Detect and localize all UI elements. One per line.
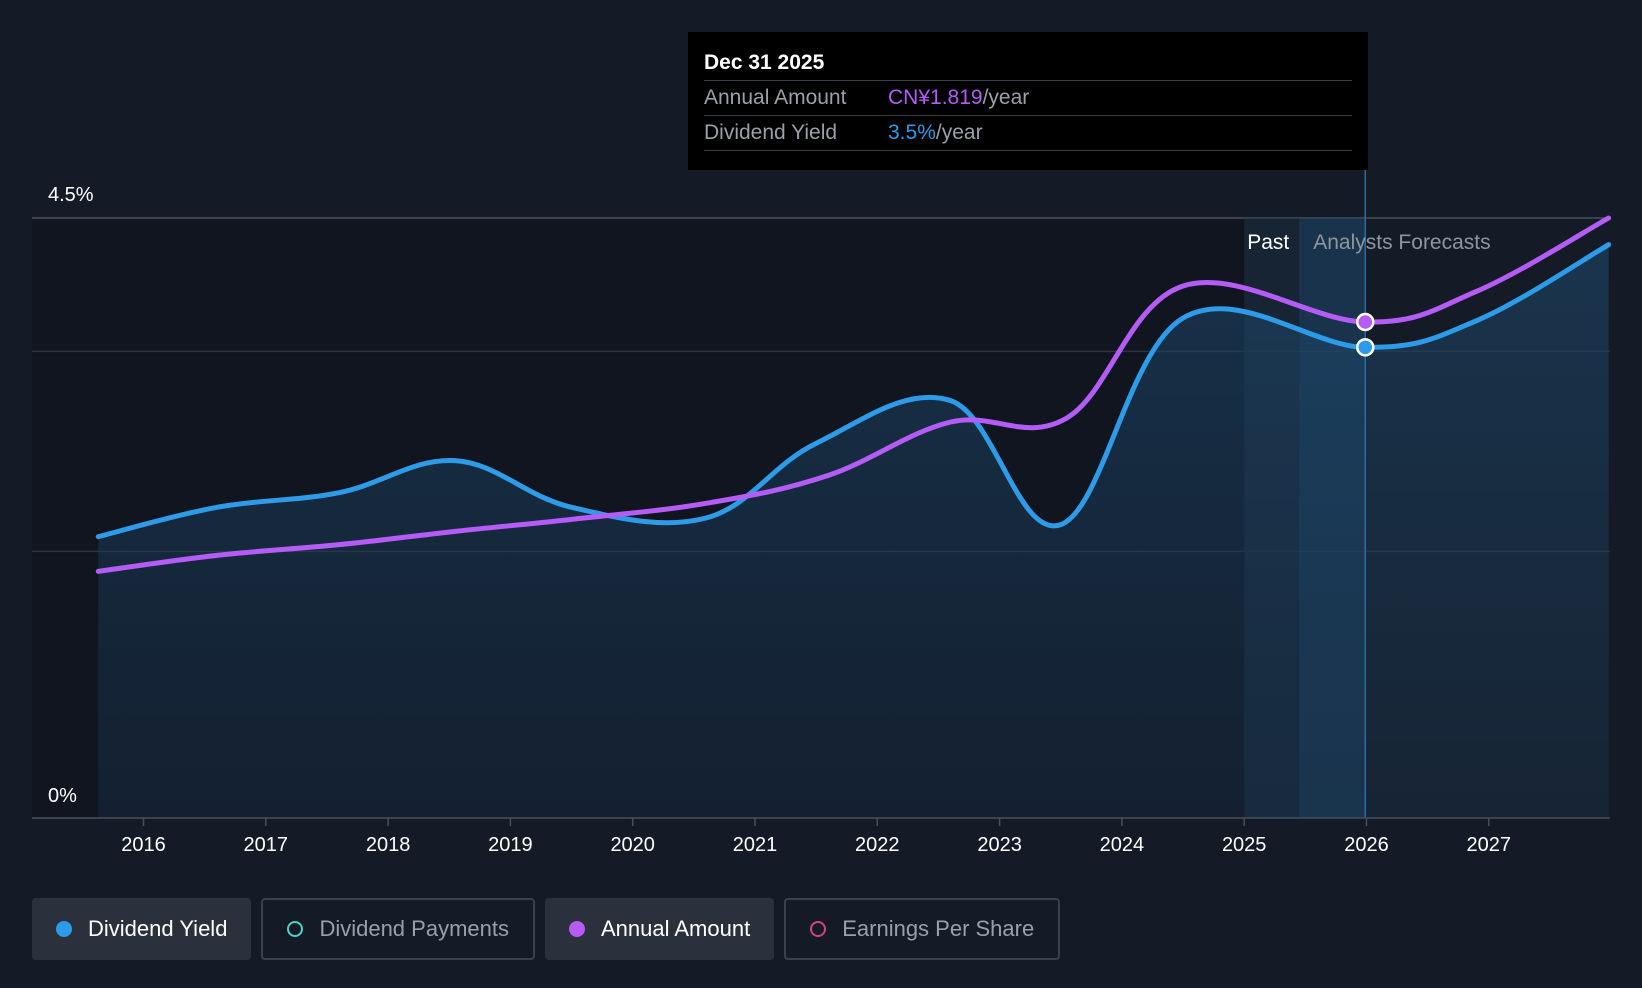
tooltip-date: Dec 31 2025 <box>704 46 1352 81</box>
x-tick-label: 2024 <box>1100 834 1145 856</box>
tooltip-value: CN¥1.819 <box>888 86 983 109</box>
dividend-yield-marker <box>1356 338 1375 357</box>
tooltip-label: Dividend Yield <box>704 121 838 144</box>
x-tick-label: 2025 <box>1222 834 1267 856</box>
legend-dividend-payments[interactable]: Dividend Payments <box>261 898 535 960</box>
tooltip-row-dividend-yield: Dividend Yield 3.5% /year <box>704 116 1352 151</box>
legend-dot-icon <box>56 921 72 937</box>
legend-label: Earnings Per Share <box>842 916 1035 941</box>
x-tick-label: 2022 <box>855 834 900 856</box>
x-tick-label: 2027 <box>1467 834 1512 856</box>
dividend-yield-line <box>95 242 1612 540</box>
legend-dividend-yield[interactable]: Dividend Yield <box>32 898 252 960</box>
legend-ring-icon <box>287 921 304 937</box>
past-label: Past <box>1247 231 1289 254</box>
y-tick-label: 0% <box>48 785 77 807</box>
tooltip-label: Annual Amount <box>704 86 847 109</box>
x-tick-label: 2018 <box>366 834 411 856</box>
forecast-label: Analysts Forecasts <box>1313 231 1490 254</box>
legend-label: Dividend Payments <box>319 916 509 941</box>
x-axis-ticks: 2016 2017 2018 2019 2020 2021 2022 2023 2024 2025… <box>121 818 1511 856</box>
x-tick-label: 2017 <box>244 834 289 856</box>
legend-earnings-per-share[interactable]: Earnings Per Share <box>784 898 1061 960</box>
tooltip-unit: /year <box>935 121 983 144</box>
legend-label: Dividend Yield <box>88 916 228 941</box>
x-tick-label: 2023 <box>977 834 1022 856</box>
tooltip-row-annual-amount: Annual Amount CN¥1.819 /year <box>704 81 1352 116</box>
tooltip-unit: /year <box>982 86 1030 109</box>
legend-label: Annual Amount <box>600 916 751 941</box>
y-tick-label: 4.5% <box>48 184 94 206</box>
y-axis-ticks: 4.5% 0% <box>48 184 94 807</box>
x-tick-label: 2016 <box>121 834 166 856</box>
tooltip: Dec 31 2025 Annual Amount CN¥1.819 /year… <box>688 32 1368 170</box>
annual-amount-marker <box>1356 312 1375 332</box>
x-tick-label: 2021 <box>733 834 778 856</box>
legend-annual-amount[interactable]: Annual Amount <box>544 898 775 960</box>
dividend-yield-area <box>98 244 1609 818</box>
x-tick-label: 2019 <box>488 834 533 856</box>
x-tick-label: 2026 <box>1344 834 1389 856</box>
legend-ring-icon <box>810 921 827 937</box>
tooltip-value: 3.5% <box>888 121 936 144</box>
legend: Dividend Yield Dividend Payments Annual … <box>32 898 1061 960</box>
highlight-markers <box>1356 312 1375 357</box>
legend-dot-icon <box>568 921 585 937</box>
x-tick-label: 2020 <box>610 834 655 856</box>
